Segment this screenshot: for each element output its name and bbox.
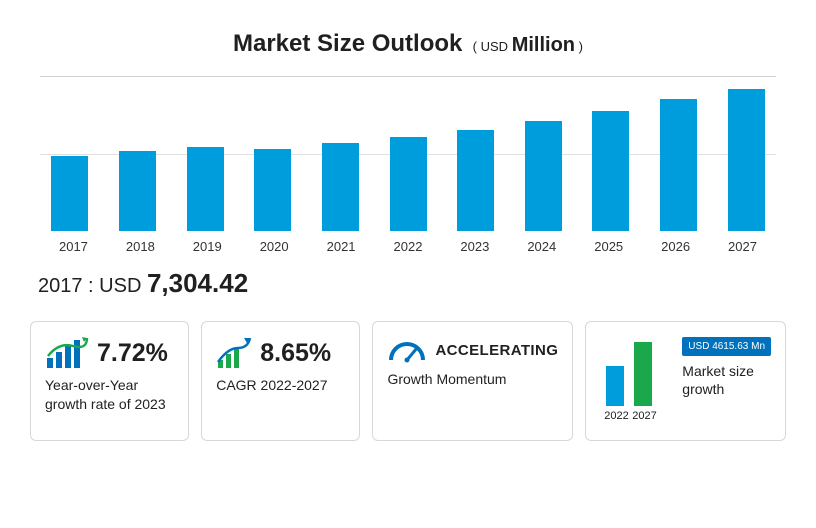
bar [525, 121, 562, 231]
bar-col [108, 151, 168, 231]
title-main: Market Size Outlook [233, 30, 462, 57]
x-tick: 2018 [107, 239, 174, 254]
momentum-card: ACCELERATING Growth Momentum [372, 321, 573, 441]
mini-bar-chart: 2022 2027 [600, 336, 672, 406]
bar [457, 130, 494, 231]
bar [728, 89, 765, 231]
value-callout: 2017 : USD 7,304.42 [38, 268, 786, 299]
title-unit: USD [481, 39, 508, 54]
bar [119, 151, 156, 231]
momentum-sub: Growth Momentum [387, 370, 558, 389]
summary-cards: 7.72% Year-over-Year growth rate of 2023… [30, 321, 786, 441]
x-tick: 2017 [40, 239, 107, 254]
bar-col [649, 99, 709, 231]
bar-col [243, 149, 303, 231]
bar-col [311, 143, 371, 231]
yoy-value: 7.72% [97, 339, 168, 368]
bar [254, 149, 291, 231]
cagr-sub: CAGR 2022-2027 [216, 376, 345, 395]
x-tick: 2026 [642, 239, 709, 254]
main-bar-chart: 2017201820192020202120222023202420252026… [30, 76, 786, 254]
bar-col [175, 147, 235, 231]
mini-bar-2027 [634, 342, 652, 406]
bar-growth-icon [45, 336, 89, 370]
x-tick: 2022 [375, 239, 442, 254]
yoy-card: 7.72% Year-over-Year growth rate of 2023 [30, 321, 189, 441]
x-tick: 2020 [241, 239, 308, 254]
bar [51, 156, 88, 231]
cagr-value: 8.65% [260, 339, 331, 368]
title-scale: Million [512, 34, 575, 56]
bar-col [581, 111, 641, 231]
x-tick: 2024 [508, 239, 575, 254]
growth-text: Market size growth [682, 362, 771, 398]
gauge-icon [387, 336, 427, 364]
growth-arrow-icon [216, 336, 252, 370]
x-tick: 2025 [575, 239, 642, 254]
mini-label-a: 2022 [604, 410, 626, 422]
mini-bar-2022 [606, 366, 624, 406]
yoy-sub: Year-over-Year growth rate of 2023 [45, 376, 174, 414]
chart-x-axis-labels: 2017201820192020202120222023202420252026… [40, 231, 776, 254]
bar-col [716, 89, 776, 231]
callout-value: 7,304.42 [147, 268, 248, 298]
bar [322, 143, 359, 231]
growth-value-tag: USD 4615.63 Mn [682, 337, 771, 356]
bar [390, 137, 427, 231]
bar-col [40, 156, 100, 231]
cagr-card: 8.65% CAGR 2022-2027 [201, 321, 360, 441]
x-tick: 2019 [174, 239, 241, 254]
x-tick: 2023 [441, 239, 508, 254]
market-growth-card: 2022 2027 USD 4615.63 Mn Market size gro… [585, 321, 786, 441]
bar [660, 99, 697, 231]
chart-title: Market Size Outlook ( USD Million ) [30, 30, 786, 58]
bar-col [446, 130, 506, 231]
mini-label-b: 2027 [632, 410, 654, 422]
momentum-value: ACCELERATING [435, 342, 558, 359]
x-tick: 2021 [308, 239, 375, 254]
chart-plot-area [40, 76, 776, 231]
bar [187, 147, 224, 231]
bar [592, 111, 629, 231]
bar-col [513, 121, 573, 231]
callout-prefix: 2017 : USD [38, 275, 141, 297]
bar-col [378, 137, 438, 231]
x-tick: 2027 [709, 239, 776, 254]
